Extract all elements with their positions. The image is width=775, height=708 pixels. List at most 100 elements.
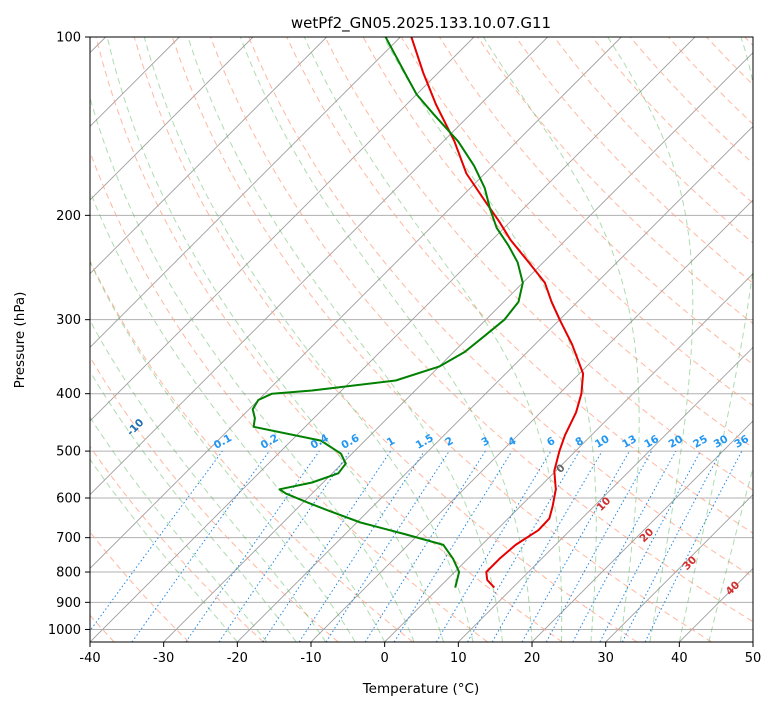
isotherm-line <box>531 420 753 642</box>
mixing-ratio-line <box>262 450 392 642</box>
isotherm-line <box>679 567 753 642</box>
x-axis-label: Temperature (°C) <box>362 681 480 697</box>
isotherm-line <box>310 199 753 642</box>
isotherm-line <box>90 37 475 422</box>
mixing-ratio-label: 8 <box>573 435 585 449</box>
y-tick-label: 300 <box>56 313 81 328</box>
y-tick-label: 900 <box>56 596 81 611</box>
mixing-ratio-label: 10 <box>593 433 612 451</box>
chart-title: wetPf2_GN05.2025.133.10.07.G11 <box>291 14 551 33</box>
moist-adiabat-line <box>106 37 445 642</box>
y-tick-label: 200 <box>56 209 81 224</box>
y-tick-label: 400 <box>56 387 81 402</box>
isobar-gridlines <box>90 37 753 630</box>
mixing-ratio-label: 0.6 <box>339 432 361 452</box>
moist-adiabat-line <box>90 189 386 642</box>
mixing-ratio-label: 36 <box>732 433 751 451</box>
moist-adiabat-line <box>383 37 597 642</box>
moist-adiabat-line <box>678 37 753 642</box>
isotherm-line <box>90 37 548 496</box>
moist-adiabats <box>90 37 753 642</box>
moist-adiabat-line <box>90 260 356 642</box>
dry-adiabat-line <box>95 37 563 642</box>
plot-frame <box>89 36 754 643</box>
moist-adiabat-line <box>482 37 640 642</box>
dry-adiabat-line <box>324 37 753 491</box>
dry-adiabat-line <box>668 37 753 125</box>
dry-adiabat-line <box>515 37 753 284</box>
temperature-profile <box>410 37 585 589</box>
moist-adiabat-label: 0 <box>554 462 568 476</box>
mixing-ratio-line <box>185 450 320 642</box>
x-tick-label: 30 <box>597 651 614 666</box>
mixing-ratio-line <box>467 450 580 642</box>
moist-adiabat-line <box>90 370 297 642</box>
isotherm-line <box>458 346 753 642</box>
moist-adiabat-line <box>90 96 415 642</box>
x-tick-label: -40 <box>79 651 100 666</box>
mixing-ratio-label: 16 <box>642 433 661 451</box>
y-tick-label: 800 <box>56 566 81 581</box>
dry-adiabat-line <box>286 37 753 534</box>
mixing-ratio-line <box>90 450 223 632</box>
isotherm-line <box>384 273 753 642</box>
isotherm-line <box>163 52 753 642</box>
mixing-ratio-label: 13 <box>620 433 639 451</box>
moist-adiabat-line <box>90 458 238 642</box>
x-tick-label: -20 <box>227 651 248 666</box>
y-tick-label: 500 <box>56 445 81 460</box>
dewpoint-profile <box>251 37 524 588</box>
mixing-ratio-label: 0.4 <box>309 432 331 452</box>
dry-adiabat-line <box>553 37 753 244</box>
dry-adiabat-label: -10 <box>125 417 147 439</box>
mixing-ratio-line <box>298 450 425 642</box>
moist-adiabat-label: 30 <box>680 554 699 573</box>
x-tick-label: -10 <box>300 651 321 666</box>
mixing-ratio-line <box>521 450 630 642</box>
mixing-ratio-line <box>218 450 351 642</box>
mixing-ratio-line <box>325 450 450 642</box>
x-axis-ticks: -40 -30 -20 -10 0 10 20 30 40 50 <box>79 642 761 666</box>
moist-adiabat-line <box>143 37 474 642</box>
dry-adiabat-line <box>210 37 753 623</box>
isotherm-line <box>90 37 696 642</box>
moist-adiabat-label: 20 <box>637 526 656 545</box>
mixing-ratio-line <box>572 450 677 642</box>
mixing-ratio-line <box>545 450 653 642</box>
isotherm-line <box>752 641 753 642</box>
x-tick-label: 20 <box>524 651 541 666</box>
mixing-ratio-line <box>364 450 486 642</box>
skewed-isotherms <box>90 37 753 642</box>
x-tick-label: 50 <box>745 651 762 666</box>
y-tick-label: 100 <box>56 31 81 46</box>
dry-adiabat-line <box>248 37 753 578</box>
isotherm-line <box>605 494 753 642</box>
mixing-ratio-label: 6 <box>545 435 557 449</box>
moist-adiabat-line <box>90 416 268 642</box>
dry-adiabat-line <box>744 37 753 47</box>
mixing-ratio-label: 1.5 <box>414 432 436 452</box>
mixing-ratio-label: 1 <box>385 435 397 449</box>
mixing-ratio-label: 0.2 <box>259 432 281 452</box>
dry-adiabat-line <box>591 37 753 204</box>
isotherm-line <box>90 37 622 569</box>
dry-adiabat-line <box>90 531 190 642</box>
moist-adiabat-line <box>708 466 753 642</box>
y-tick-label: 700 <box>56 531 81 546</box>
isotherm-line <box>90 37 327 275</box>
x-tick-label: -30 <box>153 651 174 666</box>
moist-adiabat-line <box>187 37 503 642</box>
moist-adiabat-line <box>90 319 327 642</box>
mixing-ratio-label: 0.1 <box>212 432 234 452</box>
isotherm-line <box>90 37 401 348</box>
dry-adiabat-line <box>171 37 712 642</box>
isotherm-line <box>237 125 753 642</box>
moist-adiabat-line <box>239 37 533 642</box>
x-tick-label: 0 <box>381 651 389 666</box>
x-tick-label: 10 <box>450 651 467 666</box>
dry-adiabat-line <box>706 37 753 86</box>
dry-adiabats <box>90 37 753 642</box>
mixing-ratio-line <box>644 450 743 642</box>
dry-adiabat-line <box>90 445 264 642</box>
